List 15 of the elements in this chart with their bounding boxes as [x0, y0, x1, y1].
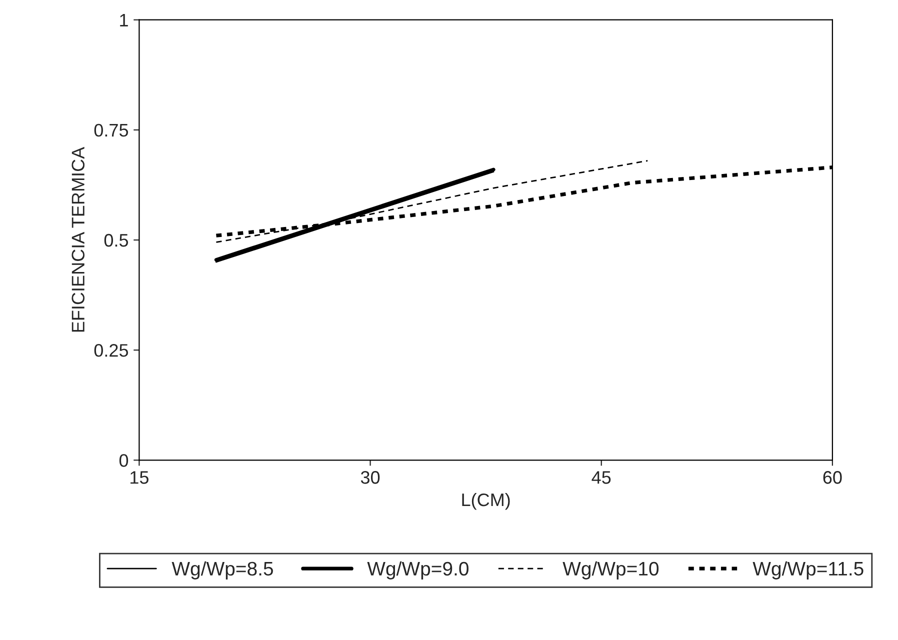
x-tick-label: 45 [592, 471, 611, 484]
y-tick-label: 0.25 [94, 344, 128, 357]
y-tick-label: 0 [119, 454, 128, 467]
y-tick-label: 1 [120, 14, 128, 26]
legend-label: Wg/Wp=9.0 [367, 561, 468, 580]
y-axis-title: EFICIENCIA TERMICA [72, 146, 85, 332]
x-tick-label: 30 [360, 471, 380, 484]
legend-label: Wg/Wp=10 [562, 561, 659, 580]
x-tick-label: 15 [130, 471, 148, 484]
x-tick-label: 60 [823, 471, 842, 484]
x-axis-title: L(CM) [462, 492, 510, 510]
legend-label: Wg/Wp=8.5 [172, 561, 273, 580]
y-tick-label: 0.5 [104, 234, 128, 247]
y-tick-label: 0.75 [94, 124, 128, 137]
legend-label: Wg/Wp=11.5 [752, 561, 864, 580]
